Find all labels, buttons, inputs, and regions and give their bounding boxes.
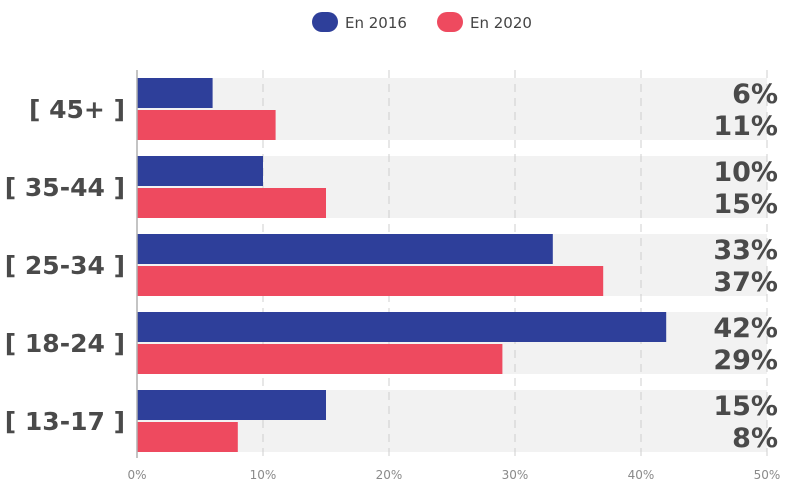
- value-labels: 6%11%10%15%33%37%42%29%15%8%: [713, 79, 778, 454]
- bar-series2: [137, 188, 326, 218]
- legend: En 2016 En 2020: [312, 12, 532, 32]
- category-labels: [ 45+ ] [ 35-44 ] [ 25-34 ] [ 18-24 ] [ 13-1…: [5, 95, 125, 436]
- bar-series1: [137, 156, 263, 186]
- x-tick-label: 10%: [250, 468, 277, 482]
- value-label: 42%: [713, 313, 778, 344]
- value-label: 6%: [732, 79, 778, 110]
- legend-swatch: [312, 12, 338, 32]
- x-tick-labels: 0% 10% 20% 30% 40% 50%: [127, 468, 780, 482]
- x-tick-label: 50%: [754, 468, 781, 482]
- bar-series2: [137, 344, 503, 374]
- x-tick-label: 30%: [502, 468, 529, 482]
- bars: [137, 78, 667, 452]
- category-label: [ 45+ ]: [29, 95, 125, 124]
- category-label: [ 25-34 ]: [5, 251, 125, 280]
- value-label: 8%: [732, 423, 778, 454]
- x-tick-label: 40%: [628, 468, 655, 482]
- value-label: 10%: [713, 157, 778, 188]
- value-label: 37%: [713, 267, 778, 298]
- bar-series2: [137, 110, 276, 140]
- value-label: 11%: [713, 111, 778, 142]
- x-tick-label: 0%: [127, 468, 146, 482]
- category-label: [ 35-44 ]: [5, 173, 125, 202]
- value-label: 29%: [713, 345, 778, 376]
- bar-series2: [137, 422, 238, 452]
- bar-series1: [137, 312, 667, 342]
- bar-series1: [137, 78, 213, 108]
- legend-swatch: [437, 12, 463, 32]
- value-label: 15%: [713, 189, 778, 220]
- legend-label: En 2016: [345, 14, 407, 32]
- category-label: [ 13-17 ]: [5, 407, 125, 436]
- bar-series1: [137, 390, 326, 420]
- category-label: [ 18-24 ]: [5, 329, 125, 358]
- legend-label: En 2020: [470, 14, 532, 32]
- bar-series2: [137, 266, 604, 296]
- value-label: 15%: [713, 391, 778, 422]
- value-label: 33%: [713, 235, 778, 266]
- bar-series1: [137, 234, 553, 264]
- x-tick-label: 20%: [376, 468, 403, 482]
